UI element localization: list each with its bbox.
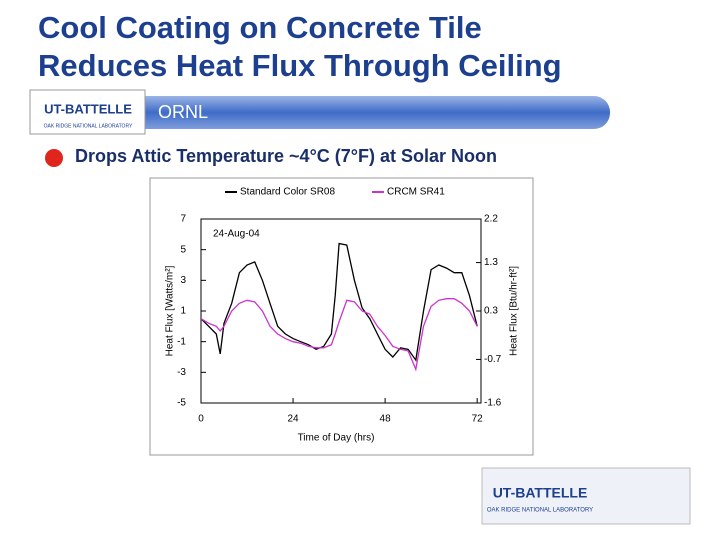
legend-label: CRCM SR41: [387, 187, 445, 198]
y2-axis-label: Heat Flux [Btu/hr-ft²]: [509, 266, 520, 356]
y2-tick-label: -0.7: [484, 354, 502, 365]
series-line: [200, 298, 478, 372]
footer-logo-box: [481, 467, 691, 525]
y2-tick-label: 2.2: [484, 214, 498, 225]
title-line: Reduces Heat Flux Through Ceiling: [38, 48, 562, 83]
banner-bar: [30, 96, 610, 129]
y-tick-label: -1: [177, 336, 186, 347]
chart-frame: [149, 177, 534, 456]
y-tick-label: -5: [177, 398, 186, 409]
y2-tick-label: -1.6: [484, 398, 502, 409]
x-tick-label: 48: [380, 414, 392, 425]
banner-text: ORNL: [158, 102, 208, 122]
x-tick-label: 24: [287, 414, 299, 425]
bullet-icon: [45, 149, 63, 167]
y-tick-label: 7: [180, 214, 186, 225]
legend-label: Standard Color SR08: [240, 187, 335, 198]
footer-logo-name: UT-BATTELLE: [493, 485, 588, 501]
y2-tick-label: 0.3: [484, 306, 498, 317]
y2-tick-label: 1.3: [484, 257, 498, 268]
y-tick-label: 3: [180, 275, 186, 286]
logo-name: UT-BATTELLE: [44, 101, 132, 116]
bullet-text: Drops Attic Temperature ~4°C (7°F) at So…: [75, 146, 497, 166]
y-tick-label: 5: [180, 244, 186, 255]
series-line: [200, 242, 478, 362]
x-axis-label: Time of Day (hrs): [298, 433, 375, 444]
logo-box: [29, 89, 146, 135]
y-axis-label: Heat Flux [Watts/m²]: [165, 265, 176, 356]
annotation: 24-Aug-04: [213, 229, 260, 240]
footer-logo-sub: OAK RIDGE NATIONAL LABORATORY: [487, 508, 593, 514]
x-tick-label: 0: [198, 414, 204, 425]
y-tick-label: 1: [180, 306, 186, 317]
logo-sub: OAK RIDGE NATIONAL LABORATORY: [44, 123, 133, 129]
x-tick-label: 72: [472, 414, 484, 425]
title-line: Cool Coating on Concrete Tile: [38, 10, 482, 45]
y-tick-label: -3: [177, 367, 186, 378]
